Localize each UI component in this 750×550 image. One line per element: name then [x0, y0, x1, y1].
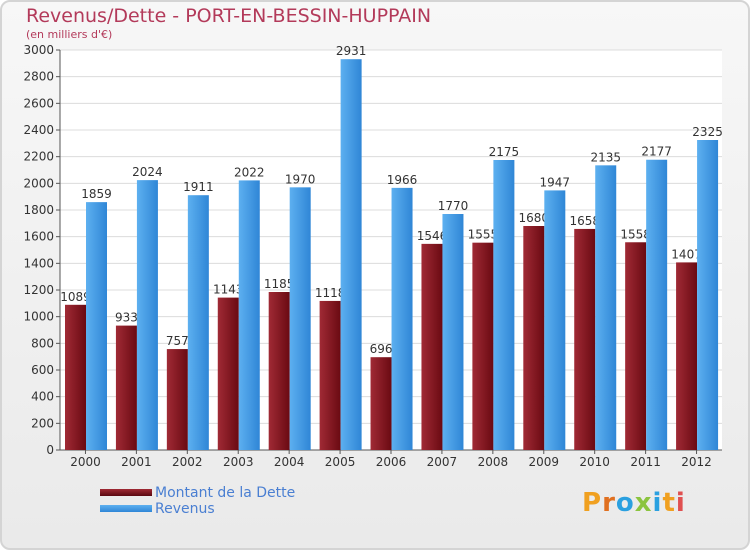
logo-letter: i [675, 488, 686, 518]
logo-letter: P [582, 488, 603, 518]
legend-label-revenus: Revenus [155, 501, 215, 517]
y-tick-label: 800 [31, 336, 54, 350]
bar-dette [65, 304, 86, 450]
data-label-revenus: 2024 [132, 165, 163, 179]
data-label-dette: 1546 [417, 229, 448, 243]
data-label-dette: 1558 [620, 227, 651, 241]
x-tick-label: 2011 [630, 455, 661, 469]
bar-dette [217, 297, 239, 450]
y-tick-label: 2600 [23, 96, 54, 110]
x-tick-label: 2008 [478, 455, 509, 469]
x-tick-label: 2005 [325, 455, 356, 469]
y-tick-label: 3000 [23, 43, 54, 57]
data-label-revenus: 2931 [336, 44, 367, 58]
y-tick-label: 200 [31, 416, 54, 430]
x-tick-label: 2000 [70, 455, 101, 469]
x-tick-label: 2007 [427, 455, 458, 469]
data-label-dette: 1680 [519, 211, 550, 225]
logo-letter: r [602, 488, 616, 518]
legend-label-dette: Montant de la Dette [155, 485, 296, 501]
x-tick-label: 2004 [274, 455, 305, 469]
data-label-dette: 1118 [315, 286, 346, 300]
x-tick-label: 2012 [681, 455, 712, 469]
data-label-revenus: 1947 [540, 175, 571, 189]
data-label-dette: 1407 [671, 247, 702, 261]
logo-letter: i [652, 488, 663, 518]
x-tick-label: 2006 [376, 455, 407, 469]
logo-letter: t [662, 488, 676, 518]
bar-revenus [289, 187, 311, 451]
data-label-revenus: 1911 [183, 180, 214, 194]
x-tick-label: 2002 [172, 455, 203, 469]
bar-revenus [646, 159, 668, 450]
data-label-revenus: 1770 [438, 199, 469, 213]
x-tick-label: 2001 [121, 455, 152, 469]
data-label-revenus: 2177 [641, 145, 672, 159]
y-tick-label: 0 [46, 443, 54, 457]
y-tick-label: 1400 [23, 256, 54, 270]
y-tick-label: 1600 [23, 230, 54, 244]
y-tick-label: 1200 [23, 283, 54, 297]
data-label-revenus: 2325 [692, 125, 723, 139]
bar-dette [523, 226, 545, 450]
bar-revenus [340, 59, 362, 450]
y-tick-label: 2200 [23, 150, 54, 164]
legend-swatch-revenus [100, 505, 152, 512]
bar-dette [421, 243, 443, 450]
bar-revenus [493, 160, 515, 450]
bar-revenus [86, 202, 107, 450]
bar-dette [676, 262, 698, 450]
bar-revenus [697, 140, 719, 450]
y-tick-label: 400 [31, 390, 54, 404]
data-label-revenus: 2022 [234, 165, 265, 179]
bar-dette [268, 292, 290, 450]
bar-revenus [442, 214, 464, 450]
logo-letter: o [615, 488, 635, 518]
data-label-revenus: 2175 [489, 145, 520, 159]
y-tick-label: 2000 [23, 176, 54, 190]
y-tick-label: 600 [31, 363, 54, 377]
data-label-revenus: 1859 [81, 187, 112, 201]
chart-title: Revenus/Dette - PORT-EN-BESSIN-HUPPAIN [26, 5, 432, 27]
bar-dette [115, 325, 137, 450]
bar-revenus [544, 190, 566, 450]
bar-revenus [595, 165, 617, 451]
logo-letter: x [634, 488, 653, 518]
data-label-revenus: 1970 [285, 172, 316, 186]
proxiti-logo: Proxiti [582, 488, 686, 518]
data-label-dette: 1658 [569, 214, 600, 228]
bar-dette [472, 242, 494, 450]
bar-revenus [238, 180, 260, 450]
data-label-dette: 696 [370, 342, 393, 356]
bar-dette [625, 242, 647, 450]
data-label-dette: 757 [166, 334, 189, 348]
x-tick-label: 2010 [579, 455, 610, 469]
bar-dette [574, 228, 596, 450]
bar-revenus [391, 187, 413, 450]
data-label-dette: 1089 [60, 290, 91, 304]
y-tick-label: 1800 [23, 203, 54, 217]
x-tick-label: 2003 [223, 455, 254, 469]
data-label-dette: 1143 [213, 283, 244, 297]
bar-revenus [136, 180, 158, 450]
bar-dette [319, 300, 341, 450]
y-tick-label: 1000 [23, 310, 54, 324]
bar-revenus [187, 195, 209, 450]
data-label-dette: 1555 [468, 228, 499, 242]
unit-label: (en milliers d'€) [26, 28, 113, 41]
data-label-dette: 1185 [264, 277, 295, 291]
x-tick-label: 2009 [528, 455, 559, 469]
y-tick-label: 2400 [23, 123, 54, 137]
data-label-revenus: 2135 [590, 150, 621, 164]
legend-swatch-dette [100, 489, 152, 496]
y-tick-label: 2800 [23, 70, 54, 84]
data-label-dette: 933 [115, 311, 138, 325]
bar-dette [370, 357, 392, 450]
data-label-revenus: 1966 [387, 173, 418, 187]
bar-dette [166, 349, 188, 450]
